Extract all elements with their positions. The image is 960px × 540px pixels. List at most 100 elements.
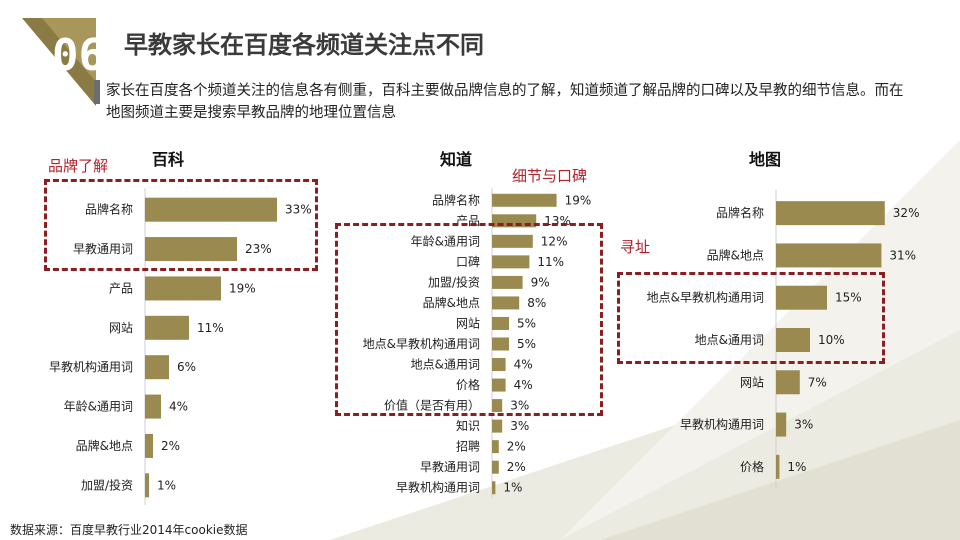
value-label: 3% — [794, 418, 813, 432]
callout-details-reputation: 细节与口碑 — [512, 167, 588, 185]
value-label: 5% — [517, 337, 536, 351]
bar — [776, 285, 827, 310]
bar — [492, 193, 557, 207]
data-source-note: 数据来源：百度早教行业2014年cookie数据 — [10, 523, 248, 537]
value-label: 2% — [507, 440, 526, 454]
value-label: 1% — [503, 481, 522, 495]
value-label: 4% — [514, 358, 533, 372]
category-label: 品牌&地点 — [76, 439, 133, 453]
category-label: 地点&早教机构通用词 — [363, 336, 480, 351]
value-label: 2% — [507, 460, 526, 474]
value-label: 19% — [565, 193, 592, 207]
category-label: 品牌名称 — [432, 192, 480, 207]
category-label: 加盟/投资 — [428, 274, 480, 289]
bar — [492, 460, 499, 474]
chart-title: 百科 — [152, 150, 184, 169]
bar — [492, 378, 506, 392]
bar — [492, 399, 503, 413]
bar — [492, 296, 520, 310]
category-label: 地点&通用词 — [411, 358, 480, 372]
page-title: 早教家长在百度各频道关注点不同 — [124, 31, 484, 59]
value-label: 23% — [245, 242, 272, 256]
bar — [145, 237, 237, 262]
bar — [776, 201, 885, 226]
category-label: 早教机构通用词 — [49, 359, 133, 374]
bar — [776, 412, 787, 437]
value-label: 19% — [229, 281, 256, 295]
category-label: 早教通用词 — [420, 459, 480, 474]
category-label: 网站 — [109, 321, 133, 335]
category-label: 品牌&地点 — [423, 296, 480, 310]
bar — [492, 358, 506, 372]
value-label: 32% — [893, 206, 920, 220]
category-label: 品牌&地点 — [707, 248, 764, 262]
category-label: 产品 — [109, 281, 133, 295]
category-label: 价格 — [456, 377, 480, 392]
value-label: 2% — [161, 439, 180, 453]
category-label: 年龄&通用词 — [64, 400, 133, 414]
category-label: 品牌名称 — [716, 205, 764, 220]
category-label: 地点&通用词 — [695, 333, 764, 347]
bar — [776, 328, 810, 352]
value-label: 31% — [889, 248, 916, 262]
bar — [492, 275, 523, 289]
category-label: 网站 — [740, 375, 764, 389]
value-label: 7% — [808, 375, 827, 389]
description-accent-bar — [94, 80, 100, 104]
bar — [492, 440, 499, 454]
category-label: 加盟/投资 — [81, 477, 133, 492]
bar — [145, 197, 277, 222]
category-label: 价值（是否有用） — [384, 398, 480, 413]
value-label: 15% — [835, 291, 862, 305]
value-label: 1% — [787, 460, 806, 474]
value-label: 3% — [510, 399, 529, 413]
bar — [492, 255, 530, 269]
value-label: 4% — [514, 378, 533, 392]
value-label: 5% — [517, 316, 536, 330]
page-description: 家长在百度各个频道关注的信息各有侧重，百科主要做品牌信息的了解，知道频道了解品牌… — [106, 83, 904, 121]
value-label: 6% — [177, 360, 196, 374]
category-label: 地点&早教机构通用词 — [647, 290, 764, 305]
callout-brand-awareness: 品牌了解 — [48, 157, 109, 175]
value-label: 9% — [531, 275, 550, 289]
category-label: 网站 — [456, 316, 480, 330]
value-label: 1% — [157, 478, 176, 492]
highlight-box-baike — [44, 179, 318, 271]
value-label: 8% — [527, 296, 546, 310]
bar — [492, 316, 509, 330]
category-label: 早教机构通用词 — [396, 480, 480, 495]
category-label: 早教机构通用词 — [680, 417, 764, 432]
category-label: 价格 — [740, 459, 764, 474]
value-label: 3% — [510, 419, 529, 433]
bar — [492, 337, 509, 351]
category-label: 早教通用词 — [73, 241, 133, 256]
category-label: 口碑 — [456, 254, 480, 269]
chart-title: 地图 — [749, 150, 781, 169]
chart-title: 知道 — [440, 150, 472, 169]
section-number-block: 06 — [22, 18, 105, 106]
bar — [776, 243, 882, 268]
bar — [145, 315, 189, 340]
bar — [145, 276, 221, 301]
bar — [492, 234, 533, 248]
bar — [145, 394, 161, 419]
section-number: 06 — [52, 30, 105, 81]
bar — [492, 481, 496, 495]
category-label: 品牌名称 — [85, 202, 133, 217]
value-label: 33% — [285, 203, 312, 217]
value-label: 12% — [541, 234, 568, 248]
value-label: 4% — [169, 400, 188, 414]
category-label: 招聘 — [456, 440, 480, 454]
bar — [145, 355, 169, 380]
bar — [492, 419, 503, 433]
value-label: 11% — [537, 255, 564, 269]
highlight-box-map — [617, 272, 885, 364]
value-label: 11% — [197, 321, 224, 335]
bar — [776, 454, 780, 479]
value-label: 10% — [818, 333, 845, 347]
bar — [145, 473, 149, 498]
category-label: 年龄&通用词 — [411, 234, 480, 248]
callout-location-search: 寻址 — [620, 238, 651, 256]
